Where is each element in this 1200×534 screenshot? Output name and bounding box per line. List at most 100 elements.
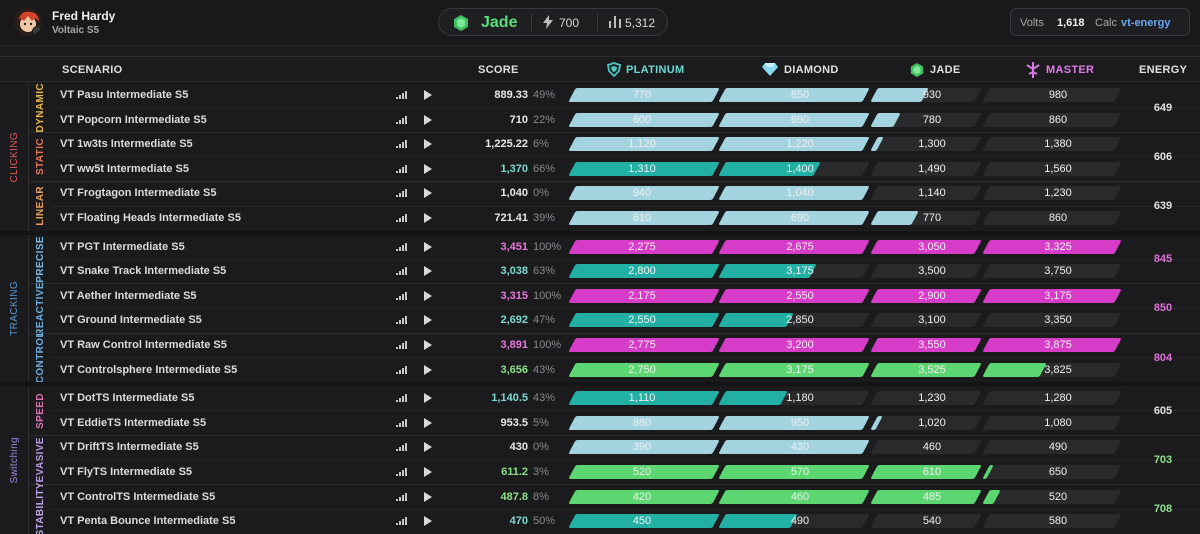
subcategory-text: REACTIVE (35, 281, 46, 336)
score-value: 430 (509, 441, 528, 454)
signal-strength-icon (396, 214, 407, 222)
table-row[interactable]: VT Aether Intermediate S5 3,315 100% 2,175 2… (52, 284, 1200, 309)
rank-threshold: 1,230 (1044, 187, 1072, 200)
column-score[interactable]: SCORE (478, 64, 519, 76)
table-row[interactable]: VT DriftTS Intermediate S5 430 0% 390 430 460… (52, 435, 1200, 460)
play-icon[interactable] (424, 315, 432, 326)
table-row[interactable]: VT FlyTS Intermediate S5 611.2 3% 520 570 610… (52, 460, 1200, 485)
signal-strength-icon (396, 394, 407, 403)
scenario-name[interactable]: VT Penta Bounce Intermediate S5 (60, 515, 236, 528)
play-icon[interactable] (424, 163, 432, 174)
subcategory-text: SPEED (35, 392, 46, 429)
play-icon[interactable] (424, 290, 432, 301)
rank-threshold: 1,110 (628, 392, 656, 405)
scenario-name[interactable]: VT 1w3ts Intermediate S5 (60, 138, 193, 151)
signal-strength-icon (396, 365, 407, 374)
score-value: 1,370 (500, 162, 528, 175)
table-row[interactable]: VT Penta Bounce Intermediate S5 470 50% 450… (52, 509, 1200, 534)
table-row[interactable]: VT ControlTS Intermediate S5 487.8 8% 420 46… (52, 485, 1200, 510)
play-icon[interactable] (424, 516, 432, 527)
benchmark-table: SCENARIO SCORE PLATINUM DIAMOND JADE MAS… (0, 56, 1200, 534)
calc-selector[interactable]: Volts 1,618 Calc vt-energy (1010, 8, 1190, 36)
score-percent: 50% (533, 515, 556, 528)
rank-threshold: 3,750 (1044, 265, 1072, 278)
scenario-name[interactable]: VT Ground Intermediate S5 (60, 314, 202, 327)
rank-threshold: 420 (632, 490, 652, 503)
table-row[interactable]: VT PGT Intermediate S5 3,451 100% 2,275 2,67… (52, 235, 1200, 260)
play-icon[interactable] (424, 393, 432, 404)
table-header: SCENARIO SCORE PLATINUM DIAMOND JADE MAS… (0, 56, 1200, 82)
signal-strength-icon (396, 443, 407, 452)
rank-threshold: 3,175 (786, 265, 814, 278)
table-row[interactable]: VT Controlsphere Intermediate S5 3,656 43%… (52, 358, 1200, 383)
scenario-name[interactable]: VT Popcorn Intermediate S5 (60, 113, 207, 126)
play-icon[interactable] (424, 491, 432, 502)
scenario-name[interactable]: VT Floating Heads Intermediate S5 (60, 212, 241, 224)
rank-threshold: 3,550 (918, 339, 946, 351)
play-icon[interactable] (424, 417, 432, 428)
play-icon[interactable] (424, 266, 432, 277)
signal-strength-icon (396, 418, 407, 427)
table-row[interactable]: VT Floating Heads Intermediate S5 721.41 3… (52, 206, 1200, 231)
rank-threshold: 2,800 (628, 265, 656, 278)
rank-threshold: 490 (790, 515, 810, 528)
rank-threshold: 1,220 (786, 138, 814, 151)
scenario-name[interactable]: VT PGT Intermediate S5 (60, 240, 185, 253)
scenario-name[interactable]: VT ww5t Intermediate S5 (60, 162, 189, 175)
scenario-name[interactable]: VT Controlsphere Intermediate S5 (60, 363, 238, 376)
score-value: 3,891 (500, 339, 528, 351)
column-energy[interactable]: ENERGY (1139, 64, 1188, 76)
play-icon[interactable] (424, 340, 432, 350)
table-row[interactable]: VT DotTS Intermediate S5 1,140.5 43% 1,110 1… (52, 386, 1200, 411)
signal-strength-icon (396, 316, 407, 325)
table-row[interactable]: VT Raw Control Intermediate S5 3,891 100% 2… (52, 333, 1200, 358)
scenario-name[interactable]: VT EddieTS Intermediate S5 (60, 416, 207, 429)
table-row[interactable]: VT Snake Track Intermediate S5 3,038 63% 2,… (52, 259, 1200, 284)
user-name[interactable]: Fred Hardy (52, 9, 116, 23)
table-row[interactable]: VT Pasu Intermediate S5 889.33 49% 770 850 93… (52, 83, 1200, 108)
rank-threshold: 2,175 (628, 289, 656, 302)
scenario-name[interactable]: VT Aether Intermediate S5 (60, 289, 197, 302)
table-row[interactable]: VT Frogtagon Intermediate S5 1,040 0% 940 1,… (52, 181, 1200, 206)
subcategory-divider (28, 332, 1200, 334)
row-divider (52, 508, 1200, 510)
rank-threshold: 3,100 (918, 314, 946, 327)
table-row[interactable]: VT Ground Intermediate S5 2,692 47% 2,550 2,… (52, 308, 1200, 333)
scenario-name[interactable]: VT Snake Track Intermediate S5 (60, 265, 227, 278)
calc-value[interactable]: vt-energy (1121, 17, 1171, 29)
platinum-rank-icon (606, 62, 622, 77)
score-percent: 100% (533, 240, 562, 253)
rank-threshold: 600 (632, 113, 652, 126)
rank-threshold: 3,500 (918, 265, 946, 278)
scenario-name[interactable]: VT DotTS Intermediate S5 (60, 392, 195, 405)
subcategory-divider (28, 180, 1200, 182)
play-icon[interactable] (424, 188, 432, 199)
table-row[interactable]: VT EddieTS Intermediate S5 953.5 5% 880 950 1… (52, 411, 1200, 436)
scenario-name[interactable]: VT Raw Control Intermediate S5 (60, 339, 227, 351)
rank-threshold: 2,550 (786, 289, 814, 302)
play-icon[interactable] (424, 241, 432, 252)
scenario-name[interactable]: VT FlyTS Intermediate S5 (60, 466, 193, 478)
rank-threshold: 1,490 (918, 162, 946, 175)
scenario-name[interactable]: VT DriftTS Intermediate S5 (60, 441, 199, 454)
play-icon[interactable] (424, 139, 432, 150)
scenario-name[interactable]: VT Frogtagon Intermediate S5 (60, 187, 217, 200)
subcategory-energy: 708 (1153, 503, 1173, 516)
play-icon[interactable] (424, 90, 432, 100)
column-scenario[interactable]: SCENARIO (62, 64, 123, 76)
play-icon[interactable] (424, 442, 432, 453)
avatar[interactable] (14, 8, 42, 36)
table-row[interactable]: VT ww5t Intermediate S5 1,370 66% 1,310 1,40… (52, 157, 1200, 182)
play-icon[interactable] (424, 467, 432, 477)
table-row[interactable]: VT Popcorn Intermediate S5 710 22% 600 690 78… (52, 108, 1200, 133)
subcategory-text: PRECISE (35, 235, 46, 283)
lightning-icon (543, 15, 553, 29)
scenario-name[interactable]: VT Pasu Intermediate S5 (60, 89, 189, 101)
play-icon[interactable] (424, 114, 432, 125)
scenario-name[interactable]: VT ControlTS Intermediate S5 (60, 490, 216, 503)
play-icon[interactable] (424, 213, 432, 223)
play-icon[interactable] (424, 364, 432, 375)
score-value: 1,140.5 (491, 392, 528, 405)
table-row[interactable]: VT 1w3ts Intermediate S5 1,225.22 6% 1,120 1… (52, 132, 1200, 157)
rank-threshold: 880 (632, 416, 652, 429)
